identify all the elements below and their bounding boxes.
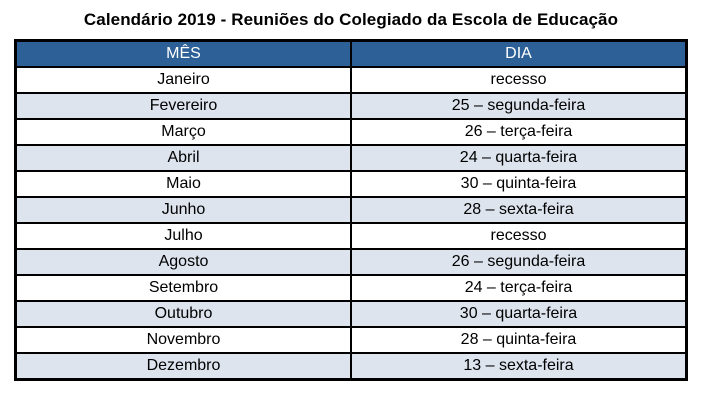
- table-row: Maio 30 – quinta-feira: [14, 170, 688, 198]
- table-row: Fevereiro 25 – segunda-feira: [14, 92, 688, 120]
- month-cell: Setembro: [14, 274, 352, 302]
- day-cell: recesso: [350, 222, 688, 250]
- month-cell: Julho: [14, 222, 352, 250]
- month-cell: Dezembro: [14, 352, 352, 381]
- month-cell: Janeiro: [14, 66, 352, 94]
- table-row: Junho 28 – sexta-feira: [14, 196, 688, 224]
- day-cell: 28 – quinta-feira: [350, 326, 688, 354]
- month-cell: Agosto: [14, 248, 352, 276]
- header-row: MÊS DIA: [14, 39, 688, 68]
- page-title: Calendário 2019 - Reuniões do Colegiado …: [83, 10, 619, 29]
- month-cell: Junho: [14, 196, 352, 224]
- table-row: Janeiro recesso: [14, 66, 688, 94]
- calendar-table: MÊS DIA Janeiro recesso Fevereiro 25 – segu…: [14, 39, 688, 381]
- day-cell: 13 – sexta-feira: [350, 352, 688, 381]
- day-cell: 24 – terça-feira: [350, 274, 688, 302]
- table-header: MÊS DIA: [14, 39, 688, 68]
- month-cell: Março: [14, 118, 352, 146]
- day-cell: 26 – segunda-feira: [350, 248, 688, 276]
- month-cell: Fevereiro: [14, 92, 352, 120]
- day-cell: 30 – quarta-feira: [350, 300, 688, 328]
- table-body: Janeiro recesso Fevereiro 25 – segunda-feir…: [14, 66, 688, 381]
- column-header-mes: MÊS: [14, 39, 352, 68]
- table-row: Outubro 30 – quarta-feira: [14, 300, 688, 328]
- month-cell: Outubro: [14, 300, 352, 328]
- table-row: Dezembro 13 – sexta-feira: [14, 352, 688, 381]
- column-header-dia: DIA: [350, 39, 688, 68]
- table-row: Setembro 24 – terça-feira: [14, 274, 688, 302]
- day-cell: 28 – sexta-feira: [350, 196, 688, 224]
- day-cell: recesso: [350, 66, 688, 94]
- month-cell: Maio: [14, 170, 352, 198]
- day-cell: 26 – terça-feira: [350, 118, 688, 146]
- month-cell: Abril: [14, 144, 352, 172]
- day-cell: 24 – quarta-feira: [350, 144, 688, 172]
- month-cell: Novembro: [14, 326, 352, 354]
- table-row: Abril 24 – quarta-feira: [14, 144, 688, 172]
- table-row: Julho recesso: [14, 222, 688, 250]
- table-row: Março 26 – terça-feira: [14, 118, 688, 146]
- table-row: Agosto 26 – segunda-feira: [14, 248, 688, 276]
- table-row: Novembro 28 – quinta-feira: [14, 326, 688, 354]
- day-cell: 25 – segunda-feira: [350, 92, 688, 120]
- day-cell: 30 – quinta-feira: [350, 170, 688, 198]
